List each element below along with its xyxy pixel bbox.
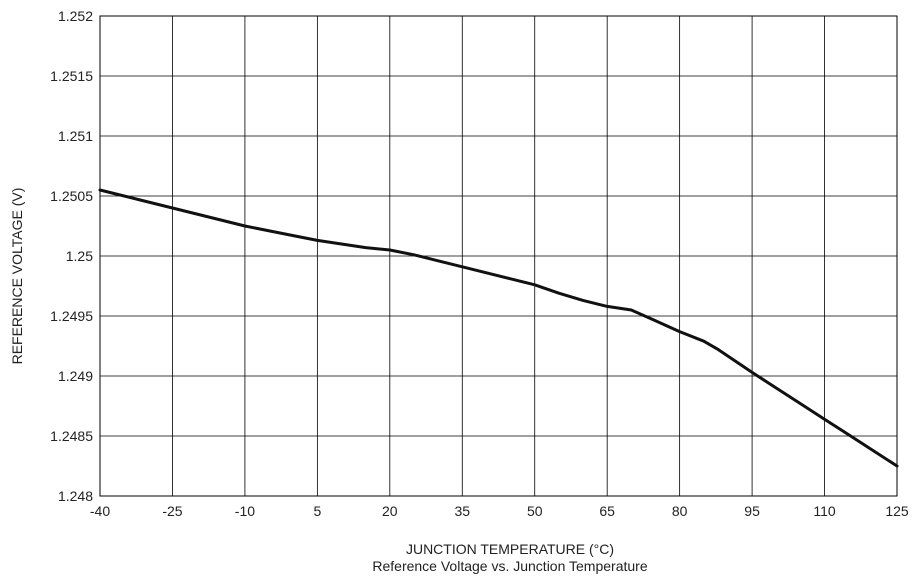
y-tick-label: 1.2505 (50, 188, 93, 204)
plot-frame (99, 15, 898, 497)
tick-labels: -40 -25 -10 5 20 35 50 65 80 95 110 125 1.248 1.2485 1… (50, 8, 909, 519)
data-series (98, 188, 899, 468)
series-line (98, 188, 899, 468)
x-tick-label: -40 (90, 503, 110, 519)
y-tick-label: 1.2515 (50, 68, 93, 84)
y-axis-title: REFERENCE VOLTAGE (V) (9, 188, 25, 365)
x-tick-label: 95 (744, 503, 760, 519)
x-tick-label: 35 (454, 503, 470, 519)
x-tick-label: -10 (235, 503, 255, 519)
chart-caption: Reference Voltage vs. Junction Temperatu… (372, 558, 647, 574)
x-tick-label: 65 (599, 503, 615, 519)
x-tick-label: 80 (672, 503, 688, 519)
y-tick-label: 1.25 (66, 248, 93, 264)
x-tick-label: 110 (813, 503, 836, 519)
y-tick-label: 1.249 (58, 368, 93, 384)
x-tick-label: 5 (313, 503, 321, 519)
y-tick-label: 1.2485 (50, 428, 93, 444)
x-tick-label: -25 (162, 503, 182, 519)
x-tick-label: 20 (382, 503, 398, 519)
y-tick-label: 1.248 (58, 488, 93, 504)
y-tick-label: 1.2495 (50, 308, 93, 324)
grid (99, 15, 898, 497)
x-tick-label: 50 (527, 503, 543, 519)
y-tick-label: 1.251 (58, 128, 93, 144)
x-tick-label: 125 (885, 503, 909, 519)
y-tick-label: 1.252 (58, 8, 93, 24)
x-axis-title: JUNCTION TEMPERATURE (°C) (406, 541, 614, 557)
